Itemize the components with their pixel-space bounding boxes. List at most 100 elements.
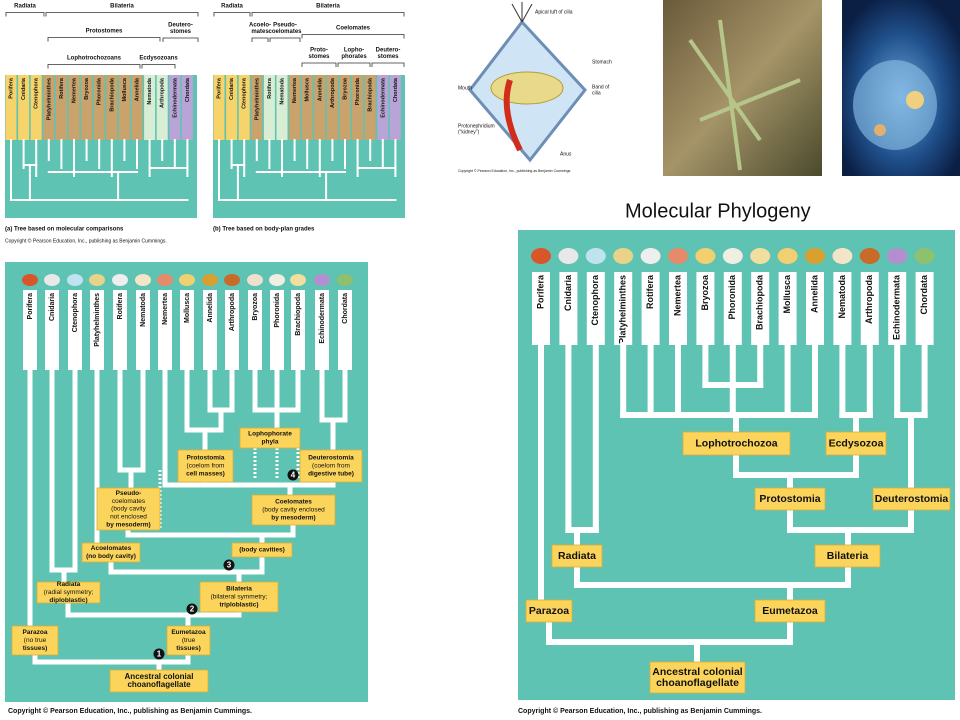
taxon-label: Annelida (134, 77, 140, 101)
label-line: (body cavity enclosed (262, 507, 325, 514)
group-bracket (371, 62, 405, 67)
taxon-bar (364, 75, 376, 140)
copyright: Copyright © Pearson Education, Inc., pub… (5, 237, 167, 244)
label-line: (“kidney”) (458, 129, 479, 135)
slide-title: Molecular Phylogeny (625, 200, 811, 222)
clade-box (551, 544, 603, 568)
step-number: 2 (190, 605, 195, 614)
clade-box (872, 487, 951, 511)
taxon-label: Platyhelminthes (618, 275, 628, 344)
taxon-bar (68, 75, 80, 140)
taxon-icon (832, 248, 853, 264)
taxon-bar (18, 75, 30, 140)
taxon-icon (44, 274, 60, 286)
group-bracket (213, 12, 251, 17)
taxon-bar (238, 75, 250, 140)
group-bracket (269, 37, 301, 42)
clade-box (177, 449, 234, 483)
label-line: stomes (377, 54, 399, 60)
clade-box (11, 625, 59, 656)
label-line: Eumetazoa (171, 629, 206, 636)
label-line: Protostomia (759, 493, 820, 505)
label-line: cilia (592, 90, 601, 96)
label-line: Lophotrochozoans (67, 56, 122, 62)
taxon-label: Annelida (317, 77, 323, 101)
photo-insect (663, 0, 822, 176)
taxon-bar (289, 75, 301, 140)
taxon-label: Brachiopoda (109, 77, 115, 112)
clade-box (299, 449, 363, 483)
taxon-label: Echinodermata (892, 274, 902, 340)
taxon-label: Ctenophora (242, 77, 248, 109)
label-line: Lophophorate (248, 431, 292, 438)
taxon-bar (5, 75, 17, 140)
label-line: Pseudo- (116, 490, 142, 497)
label-line: Radiata (14, 4, 36, 10)
clade-box (649, 661, 746, 694)
taxon-tag (806, 272, 824, 345)
taxon-icon (805, 248, 825, 264)
taxon-tag (778, 272, 797, 345)
label-line: Deutero- (168, 22, 193, 28)
taxon-icon (179, 274, 195, 286)
taxon-tag (180, 290, 194, 370)
taxon-tag (270, 290, 284, 370)
taxon-icon (613, 248, 634, 264)
clade-box (96, 487, 161, 531)
label-line: (body cavity (111, 506, 146, 513)
taxon-icon (558, 248, 579, 264)
taxon-tag (45, 290, 59, 370)
group-bracket (45, 12, 199, 17)
taxon-tag (888, 272, 907, 345)
taxon-icon (531, 248, 551, 264)
label-line: Ancestral colonial (125, 672, 194, 681)
taxon-label: Porifera (27, 293, 34, 320)
taxon-bar (226, 75, 238, 140)
group-bracket (337, 62, 371, 67)
label-line: Coelomates (275, 499, 312, 506)
taxon-icon (585, 248, 606, 264)
taxon-tag (291, 290, 305, 370)
label-line: (coelom from (187, 463, 225, 470)
label-line: (no true (24, 637, 47, 644)
clade-box (754, 487, 826, 511)
taxon-icon (314, 274, 330, 286)
taxon-label: Platyhelminthes (254, 78, 260, 120)
taxon-label: Brachiopoda (755, 274, 765, 330)
taxon-label: Brachiopoda (368, 77, 374, 112)
larva-stomach (490, 71, 564, 105)
label-line: by mesoderm) (106, 521, 150, 528)
taxon-bar (55, 75, 67, 140)
step-number: 3 (227, 561, 232, 570)
taxon-label: Cnidaria (563, 274, 573, 311)
copyright: Copyright © Pearson Education, Inc., pub… (518, 707, 762, 715)
taxon-icon (914, 248, 935, 264)
taxon-label: Nemertea (292, 77, 298, 103)
label-line: Proto- (310, 47, 328, 53)
label-line: Acoelomates (91, 545, 132, 552)
taxon-label: Ctenophora (72, 293, 79, 332)
taxon-label: Bryozoa (342, 77, 348, 100)
taxon-label: Echinodermata (172, 77, 178, 118)
taxon-label: Cnidaria (49, 293, 56, 321)
taxon-icon (859, 248, 880, 264)
taxon-label: Nemertea (162, 293, 169, 325)
label-line: tissues) (23, 645, 48, 652)
taxon-icon (157, 274, 173, 286)
label-line: Mouth (458, 85, 472, 91)
taxon-icon (640, 248, 661, 264)
taxon-bar (118, 75, 130, 140)
label-line: Ecdysozoans (139, 56, 178, 62)
taxon-icon (202, 274, 218, 286)
taxon-label: Platyhelminthes (94, 293, 101, 347)
taxon-icon (750, 248, 771, 264)
taxon-label: Nemertea (71, 77, 77, 103)
group-bracket (162, 37, 199, 42)
taxon-bar (314, 75, 326, 140)
taxon-label: Chordata (342, 293, 349, 324)
taxon-tag (90, 290, 104, 370)
label-line: Deuterostomia (875, 493, 949, 505)
label-line: Band of (592, 84, 610, 90)
larva-cilia (511, 2, 533, 23)
taxon-label: Phoronida (274, 293, 281, 328)
